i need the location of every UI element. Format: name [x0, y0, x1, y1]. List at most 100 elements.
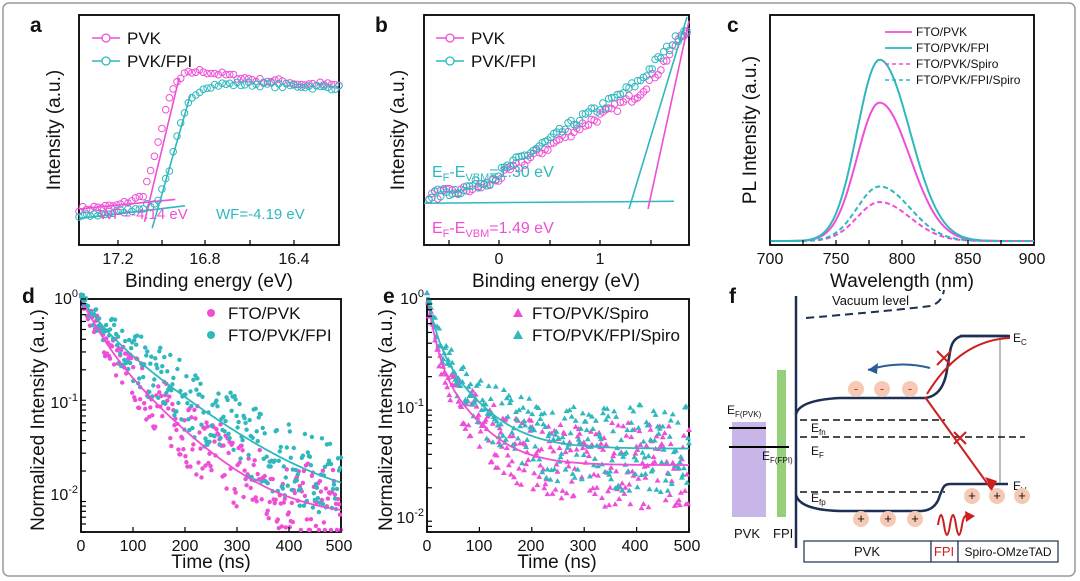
e-point-1-139 [564, 444, 571, 450]
d-point-0-160 [239, 443, 244, 448]
d-point-0-191 [270, 476, 275, 482]
e-point-1-221 [647, 436, 654, 442]
f-cross-2b [953, 431, 967, 445]
d-point-0-130 [209, 468, 214, 473]
e-point-1-248 [674, 419, 681, 425]
b-point-1-80 [657, 54, 665, 63]
e-point-1-172 [598, 436, 604, 442]
e-point-1-183 [609, 457, 616, 463]
d-point-0-112 [191, 442, 196, 447]
d-point-0-213 [292, 490, 297, 496]
d-ytick-0: 100 [54, 288, 78, 308]
d-point-1-157 [236, 419, 241, 425]
d-point-0-154 [233, 490, 238, 495]
e-point-1-231 [657, 489, 664, 494]
b-point-1-77 [648, 65, 657, 73]
d-point-1-197 [276, 458, 281, 463]
d-point-1-253 [332, 496, 338, 501]
f-hole-2 [907, 511, 923, 527]
e-point-1-28 [452, 376, 459, 382]
d-point-1-209 [288, 455, 293, 460]
d-point-1-70 [149, 354, 154, 359]
f-electrons: - - - [848, 381, 918, 397]
d-point-0-221 [300, 480, 306, 486]
e-point-1-185 [611, 408, 618, 414]
d-point-1-159 [238, 456, 243, 461]
d-point-1-85 [164, 390, 169, 396]
e-point-0-225 [651, 458, 658, 464]
c-xtick-0: 700 [757, 251, 784, 268]
d-point-0-258 [337, 512, 343, 517]
d-point-0-162 [241, 494, 246, 500]
e-point-0-86 [511, 474, 517, 480]
f-electron-0 [848, 381, 864, 397]
d-point-1-56 [135, 333, 140, 338]
e-point-0-105 [530, 486, 537, 492]
e-point-1-90 [515, 435, 521, 441]
d-point-1-110 [189, 403, 194, 409]
e-point-1-180 [606, 471, 613, 477]
b-point-1-24 [494, 172, 503, 181]
d-point-0-234 [313, 523, 319, 529]
e-xtick-4: 400 [622, 538, 649, 555]
d-point-0-203 [282, 496, 287, 501]
a-point-0-20 [150, 152, 159, 161]
e-xtick-2: 200 [518, 538, 545, 555]
d-point-1-259 [338, 455, 344, 460]
e-point-1-259 [686, 440, 692, 446]
e-point-1-76 [500, 387, 507, 392]
d-point-1-15 [93, 307, 99, 312]
d-point-1-109 [188, 389, 193, 394]
b-point-1-56 [587, 104, 596, 112]
d-point-0-246 [325, 496, 331, 501]
e-point-1-58 [482, 401, 489, 407]
a-legend-fpi: PVK/FPI [127, 52, 192, 71]
e-point-0-125 [550, 448, 557, 454]
a-fit-baseline-fpi [78, 205, 186, 220]
d-point-0-242 [321, 520, 327, 525]
d-point-0-172 [251, 462, 256, 468]
d-point-0-86 [165, 398, 170, 403]
e-point-1-230 [656, 425, 663, 431]
e-point-0-244 [670, 465, 677, 471]
d-point-1-89 [168, 352, 173, 358]
b-point-1-76 [645, 65, 654, 73]
d-point-1-41 [120, 328, 125, 333]
e-point-1-208 [634, 484, 641, 490]
d-point-1-106 [185, 401, 190, 406]
e-point-1-229 [655, 430, 662, 436]
f-hole-0 [853, 511, 869, 527]
e-point-1-238 [664, 487, 671, 493]
b-ann-fpi: EF-EVBM=1.30 eV [432, 164, 554, 184]
e-point-1-209 [635, 424, 642, 430]
d-ytick-2: 10-2 [50, 484, 78, 504]
e-point-1-232 [658, 459, 665, 465]
d-point-0-145 [224, 486, 229, 491]
e-point-1-148 [573, 451, 580, 457]
d-point-0-125 [204, 420, 209, 425]
e-point-1-219 [645, 453, 652, 458]
d-point-1-76 [155, 366, 160, 371]
d-point-1-81 [160, 364, 165, 369]
d-point-1-186 [265, 481, 270, 486]
d-point-0-158 [237, 460, 242, 465]
e-point-0-213 [639, 460, 646, 465]
panel-f-label: f [729, 285, 737, 308]
e-point-1-98 [523, 444, 530, 450]
d-point-1-229 [308, 463, 314, 468]
d-point-0-204 [283, 525, 288, 530]
e-point-1-217 [643, 419, 650, 425]
e-point-1-63 [487, 396, 494, 401]
e-point-1-205 [631, 454, 638, 460]
e-point-1-253 [679, 471, 686, 477]
e-ytick-2: 10-2 [396, 507, 424, 527]
e-point-1-41 [465, 383, 472, 389]
b-point-1-72 [633, 76, 642, 85]
e-point-1-145 [570, 404, 577, 409]
f-ec-label: EC [1013, 331, 1027, 347]
e-point-0-206 [632, 450, 639, 456]
panel-e-fits [426, 296, 690, 466]
d-point-0-135 [214, 427, 219, 432]
e-point-0-41 [465, 422, 472, 428]
d-point-1-86 [165, 369, 170, 374]
